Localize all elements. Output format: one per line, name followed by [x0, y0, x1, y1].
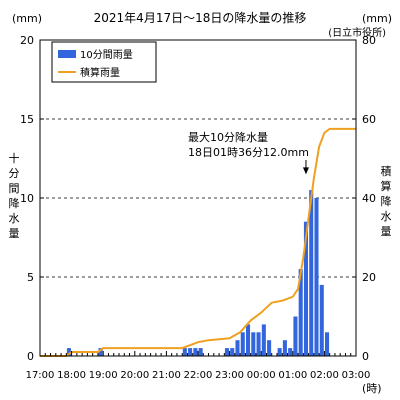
x-tick-label: 21:00	[152, 370, 181, 381]
annotation-line1: 最大10分降水量	[188, 130, 268, 144]
right-tick-label: 80	[362, 34, 376, 47]
bar	[230, 348, 235, 356]
x-tick-labels: 17:00 18:00 19:00 20:00 21:00 22:00 23:00 00:00…	[26, 370, 371, 381]
bar	[240, 332, 245, 356]
right-axis-label-char: 積	[381, 164, 392, 178]
left-axis-label-char: 水	[9, 212, 20, 225]
annotation-arrowhead	[302, 167, 309, 175]
left-tick-label: 15	[20, 113, 34, 126]
bar	[314, 198, 319, 356]
left-axis-label-char: 分	[9, 167, 20, 180]
right-axis-label-char: 算	[381, 179, 392, 193]
left-tick-label: 20	[20, 34, 34, 47]
chart-subtitle: (日立市役所)	[328, 26, 386, 39]
x-tick-label: 00:00	[247, 370, 276, 381]
chart-title: 2021年4月17日～18日の降水量の推移	[94, 11, 307, 25]
bar	[277, 348, 282, 356]
bar	[182, 348, 187, 356]
right-tick-label: 20	[362, 271, 376, 284]
left-axis-label-char: 量	[9, 227, 20, 240]
left-tick-label: 0	[27, 350, 34, 363]
x-tick-label: 17:00	[26, 370, 55, 381]
right-axis-label-char: 量	[381, 225, 392, 238]
cumulative-line	[40, 127, 356, 357]
legend-box	[51, 41, 157, 83]
y-tick-labels: 0 5 10 15 20 0 20 40 60 80	[20, 34, 376, 363]
x-tick-label: 03:00	[342, 370, 371, 381]
bar	[303, 221, 308, 356]
legend-bar-swatch	[58, 50, 76, 58]
legend-line-label: 積算雨量	[80, 66, 120, 79]
bar	[325, 332, 330, 356]
bar	[267, 340, 272, 356]
bar	[309, 190, 314, 356]
bar	[288, 348, 293, 356]
right-tick-label: 0	[362, 350, 369, 363]
x-tick-label: 20:00	[120, 370, 149, 381]
left-axis-label-char: 間	[9, 182, 20, 195]
left-unit-label: (mm)	[12, 12, 42, 25]
x-unit-label: (時)	[362, 382, 382, 395]
right-tick-label: 60	[362, 113, 376, 126]
left-axis-label-char: 降	[9, 196, 20, 210]
grid-lines	[40, 118, 356, 278]
x-tick-label: 22:00	[184, 370, 213, 381]
bar	[261, 324, 266, 356]
bar	[251, 332, 256, 356]
annotation-line2: 18日01時36分12.0mm	[188, 146, 309, 159]
bar	[256, 332, 261, 356]
x-tick-label: 19:00	[89, 370, 118, 381]
bar	[193, 348, 198, 356]
x-tick-label: 02:00	[310, 370, 339, 381]
right-axis-label-char: 水	[381, 210, 392, 223]
right-axis-label-char: 降	[381, 194, 392, 208]
x-tick-label: 18:00	[57, 370, 86, 381]
left-axis-label-char: 十	[9, 151, 20, 165]
left-tick-label: 10	[20, 192, 34, 205]
bar	[235, 340, 240, 356]
legend-bar-label: 10分間雨量	[80, 49, 133, 61]
line-series	[40, 127, 356, 357]
x-tick-label: 01:00	[278, 370, 307, 381]
right-tick-label: 40	[362, 192, 376, 205]
bar	[319, 284, 324, 356]
bar	[298, 269, 303, 356]
axes	[39, 39, 357, 357]
bar	[224, 348, 229, 356]
bar	[66, 348, 71, 356]
bar	[188, 348, 193, 356]
bar	[246, 324, 251, 356]
left-tick-label: 5	[27, 271, 34, 284]
bar	[198, 348, 203, 356]
bar-series	[66, 190, 330, 356]
right-unit-label: (mm)	[362, 12, 392, 25]
bar	[282, 340, 287, 356]
bar	[98, 348, 103, 356]
legend: 10分間雨量 積算雨量	[51, 41, 157, 83]
x-tick-label: 23:00	[215, 370, 244, 381]
max-annotation: 最大10分降水量 18日01時36分12.0mm	[188, 130, 309, 175]
bar	[293, 316, 298, 356]
